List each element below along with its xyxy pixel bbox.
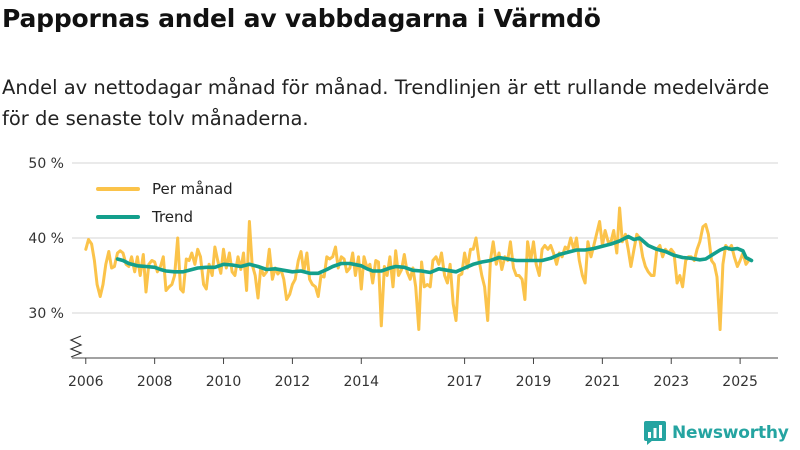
x-tick-label: 2023 <box>653 374 689 390</box>
brand-name: Newsworthy <box>672 423 789 443</box>
y-tick-label: 30 % <box>28 306 64 322</box>
series-line-trend <box>115 234 754 276</box>
x-tick-label: 2021 <box>585 374 621 390</box>
y-tick-label: 50 % <box>28 156 64 172</box>
x-tick-label: 2012 <box>275 374 311 390</box>
x-tick-label: 2008 <box>137 374 173 390</box>
x-tick-label: 2019 <box>516 374 552 390</box>
x-tick-label: 2014 <box>343 374 379 390</box>
legend-label: Trend <box>151 208 193 226</box>
x-tick-label: 2025 <box>722 374 758 390</box>
legend: Per månad Trend <box>96 180 233 226</box>
series-line-per-manad <box>84 206 751 331</box>
legend-label: Per månad <box>152 180 233 198</box>
y-tick-label: 40 % <box>28 231 64 247</box>
x-tick-label: 2017 <box>447 374 483 390</box>
newsworthy-icon <box>644 421 666 445</box>
newsworthy-logo: Newsworthy <box>644 420 789 446</box>
series-lines <box>84 206 754 331</box>
x-tick-label: 2010 <box>206 374 242 390</box>
chart-subtitle: Andel av nettodagar månad för månad. Tre… <box>2 76 770 130</box>
axes: 30 % 40 % 50 % 2006 2008 2010 2012 2014 2017 2019… <box>28 156 778 390</box>
chart-title: Pappornas andel av vabbdagarna i Värmdö <box>2 4 601 33</box>
axis-break-icon <box>69 335 83 358</box>
x-tick-label: 2006 <box>68 374 104 390</box>
gridlines <box>72 162 778 314</box>
